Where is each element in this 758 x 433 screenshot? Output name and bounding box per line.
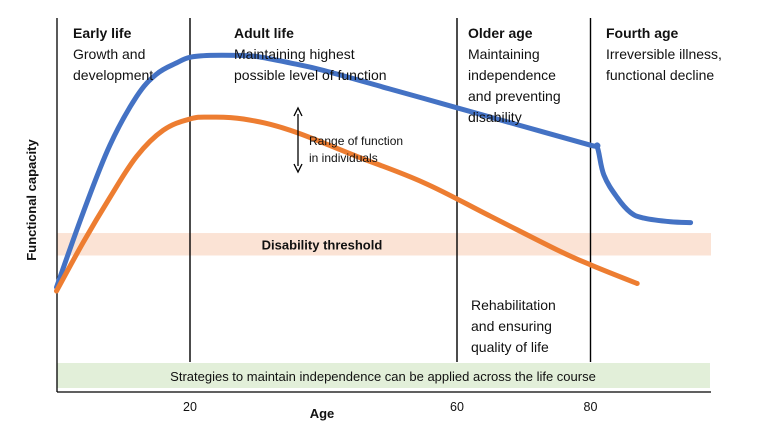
phase-title-2: Adult life: [234, 25, 294, 41]
phase-description-3-line-3: and preventing: [468, 88, 561, 104]
phase-description-2-line-2: possible level of function: [234, 67, 387, 83]
series-line-upper: [54, 52, 694, 290]
rehab-annotation-line-3: quality of life: [471, 339, 549, 355]
phase-title-3: Older age: [468, 25, 533, 41]
phase-title-1: Early life: [73, 25, 132, 41]
x-tick-20: 20: [183, 400, 197, 414]
phase-boundaries: [189, 18, 592, 362]
strategies-band-label: Strategies to maintain independence can …: [170, 369, 596, 384]
disability-threshold-label: Disability threshold: [262, 237, 383, 252]
phase-labels: Early life Growth and development Adult lif…: [73, 25, 722, 125]
phase-description-1-line-2: development: [73, 67, 153, 83]
range-arrow-head-up: [293, 106, 303, 117]
range-arrow: [293, 106, 303, 174]
range-annotation-line-2: in individuals: [309, 151, 378, 165]
range-arrow-head-down: [293, 163, 303, 174]
phase-description-4-line-2: functional decline: [606, 67, 714, 83]
series-layer: [54, 52, 694, 294]
phase-description-2-line-1: Maintaining highest: [234, 46, 355, 62]
phase-description-3-line-4: disability: [468, 109, 522, 125]
rehab-annotation-line-2: and ensuring: [471, 318, 552, 334]
y-axis-label: Functional capacity: [24, 139, 39, 261]
phase-description-1-line-1: Growth and: [73, 46, 145, 62]
x-axis-label: Age: [310, 406, 335, 421]
phase-description-3-line-2: independence: [468, 67, 556, 83]
x-tick-60: 60: [450, 400, 464, 414]
x-tick-80: 80: [584, 400, 598, 414]
disability-threshold-band: [57, 233, 711, 256]
phase-title-4: Fourth age: [606, 25, 679, 41]
x-tick-labels: 20 60 80: [183, 400, 597, 414]
range-annotation-line-1: Range of function: [309, 134, 403, 148]
phase-description-4-line-1: Irreversible illness,: [606, 46, 722, 62]
rehab-annotation-line-1: Rehabilitation: [471, 297, 556, 313]
phase-description-3-line-1: Maintaining: [468, 46, 540, 62]
strategies-band: [57, 363, 710, 388]
series-line-lower: [54, 114, 640, 294]
